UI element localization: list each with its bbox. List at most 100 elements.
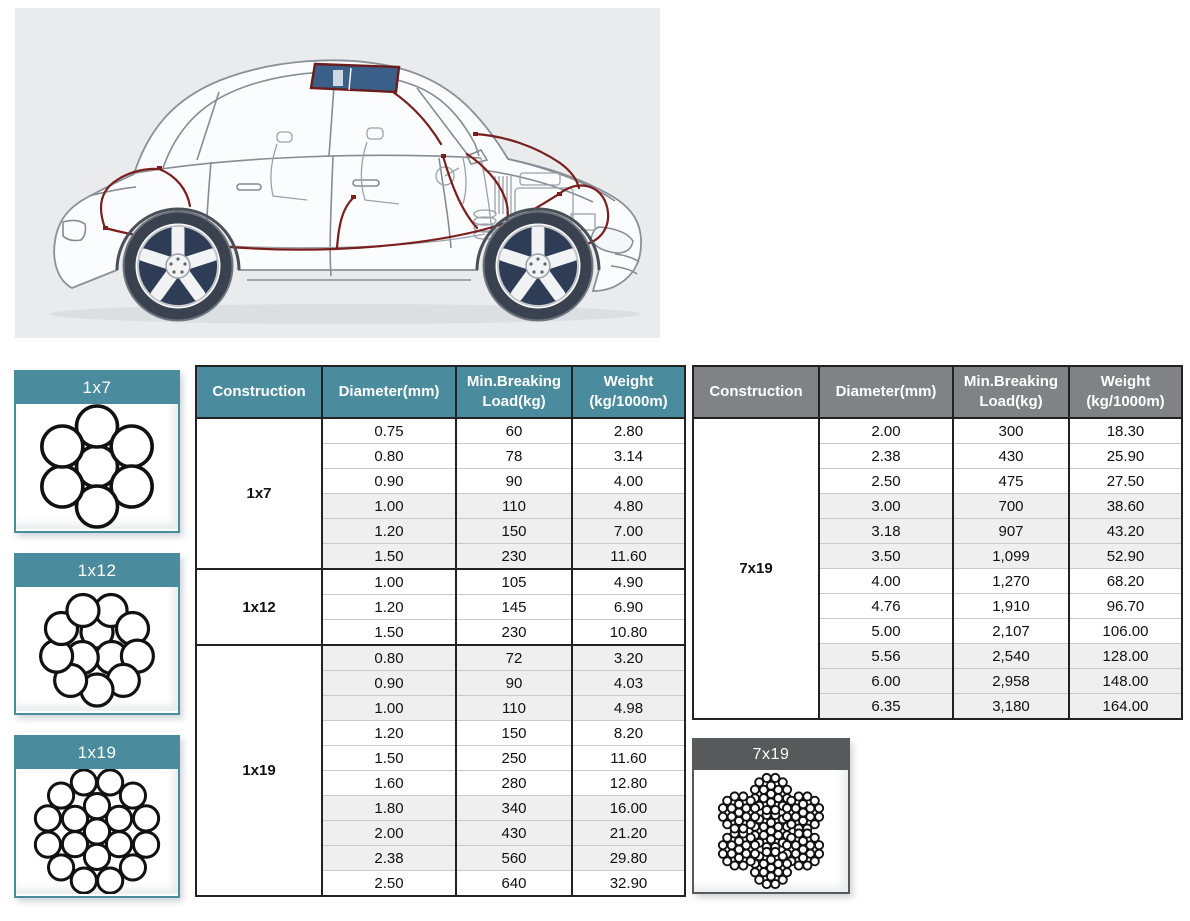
table-row: 1.20 150 8.20: [196, 720, 686, 746]
table-cell: 90: [455, 468, 573, 494]
table-cell: 68.20: [1068, 568, 1183, 594]
panel-title-1x7: 1x7: [16, 372, 178, 404]
table-cell: 78: [455, 443, 573, 469]
table-row: 6.00 2,958 148.00: [693, 668, 1183, 694]
table-row: 4.76 1,910 96.70: [693, 593, 1183, 619]
rear-wheel: [122, 210, 234, 322]
table-cell: 4.00: [571, 468, 686, 494]
table-cell: 1.00: [321, 695, 457, 721]
column-header: Weight (kg/1000m): [571, 365, 686, 419]
table-row: 0.90 90 4.00: [196, 468, 686, 494]
panel-title-1x19: 1x19: [16, 737, 178, 769]
table-cell: 27.50: [1068, 468, 1183, 494]
table-cell: 145: [455, 594, 573, 620]
table-cell: 0.90: [321, 670, 457, 696]
table-cell: 5.00: [818, 618, 954, 644]
table-cell: 340: [455, 795, 573, 821]
table-cell: 4.98: [571, 695, 686, 721]
table-row: 4.00 1,270 68.20: [693, 568, 1183, 594]
table-row: 5.00 2,107 106.00: [693, 618, 1183, 644]
table-cell: 2,107: [952, 618, 1070, 644]
table-cell: 4.76: [818, 593, 954, 619]
wiring-connectors: [103, 132, 562, 230]
table-cell: 2,540: [952, 643, 1070, 669]
table-cell: 2.38: [321, 845, 457, 871]
table-cell: 21.20: [571, 820, 686, 846]
column-header: Min.Breaking Load(kg): [455, 365, 573, 419]
table-cell: 2.38: [818, 443, 954, 469]
table-cell: 7.00: [571, 518, 686, 544]
spec-table-1x7-1x12-1x19: Construction Diameter(mm) Min.Breaking Loa…: [195, 365, 686, 897]
table-cell: 475: [952, 468, 1070, 494]
table-cell: 907: [952, 518, 1070, 544]
table-cell: 1,270: [952, 568, 1070, 594]
table-row: 2.38 560 29.80: [196, 845, 686, 871]
table-cell: 16.00: [571, 795, 686, 821]
table-cell: 110: [455, 493, 573, 519]
table-cell: 2.00: [321, 820, 457, 846]
table-row: 1.20 145 6.90: [196, 594, 686, 620]
table-cell: 640: [455, 870, 573, 896]
table-cell: 90: [455, 670, 573, 696]
table-cell: 4.80: [571, 493, 686, 519]
table-cell: 1.00: [321, 568, 457, 595]
table-cell: 0.90: [321, 468, 457, 494]
table-row: 1.50 230 11.60: [196, 543, 686, 569]
table-cell: 430: [952, 443, 1070, 469]
cross-section-diagram-1x7: [16, 404, 178, 529]
spec-table-right-wrap: Construction Diameter(mm) Min.Breaking Loa…: [692, 365, 1183, 720]
table-cell: 230: [455, 543, 573, 569]
table-cell: 8.20: [571, 720, 686, 746]
table-cell: 2,958: [952, 668, 1070, 694]
table-cell: 2.50: [818, 468, 954, 494]
table-cell: 52.90: [1068, 543, 1183, 569]
table-cell: 6.35: [818, 693, 954, 719]
column-header: Min.Breaking Load(kg): [952, 365, 1070, 419]
table-header-row: Construction Diameter(mm) Min.Breaking Loa…: [692, 365, 1183, 419]
table-cell: 2.80: [571, 417, 686, 444]
panel-title-1x12: 1x12: [16, 555, 178, 587]
table-cell: 0.80: [321, 443, 457, 469]
cross-section-diagram-1x12: [16, 587, 178, 711]
table-cell: 2.50: [321, 870, 457, 896]
table-cell: 110: [455, 695, 573, 721]
table-row: 1.00 110 4.98: [196, 695, 686, 721]
table-header-row: Construction Diameter(mm) Min.Breaking Loa…: [195, 365, 686, 419]
construction-label: 1x19: [195, 644, 323, 897]
table-cell: 72: [455, 644, 573, 671]
cross-section-panel-7x19: 7x19: [692, 738, 850, 894]
table-cell: 3.00: [818, 493, 954, 519]
front-wheel: [482, 210, 594, 322]
table-cell: 38.60: [1068, 493, 1183, 519]
table-cell: 250: [455, 745, 573, 771]
table-cell: 3.14: [571, 443, 686, 469]
table-cell: 4.90: [571, 568, 686, 595]
table-row: 3.50 1,099 52.90: [693, 543, 1183, 569]
cross-section-panel-1x19: 1x19: [14, 735, 180, 898]
table-row: 0.90 90 4.03: [196, 670, 686, 696]
table-cell: 3,180: [952, 693, 1070, 719]
table-cell: 150: [455, 720, 573, 746]
car-illustration-svg: [50, 59, 642, 324]
table-row: 6.35 3,180 164.00: [693, 693, 1183, 719]
table-cell: 1.50: [321, 745, 457, 771]
table-cell: 18.30: [1068, 417, 1183, 444]
table-cell: 11.60: [571, 543, 686, 569]
table-cell: 1.60: [321, 770, 457, 796]
table-cell: 11.60: [571, 745, 686, 771]
table-row: 2.00 430 21.20: [196, 820, 686, 846]
table-cell: 1,099: [952, 543, 1070, 569]
table-row: 1x7 0.75 60 2.80: [195, 417, 686, 570]
table-cell: 5.56: [818, 643, 954, 669]
table-row: 1.50 230 10.80: [196, 619, 686, 645]
table-cell: 2.00: [818, 417, 954, 444]
table-cell: 12.80: [571, 770, 686, 796]
cross-section-diagram-7x19: [694, 770, 848, 892]
cross-section-panel-1x7: 1x7: [14, 370, 180, 533]
column-header: Diameter(mm): [321, 365, 457, 419]
table-cell: 300: [952, 417, 1070, 444]
table-cell: 1.20: [321, 720, 457, 746]
column-header: Diameter(mm): [818, 365, 954, 419]
table-cell: 10.80: [571, 619, 686, 645]
table-row: 2.38 430 25.90: [693, 443, 1183, 469]
